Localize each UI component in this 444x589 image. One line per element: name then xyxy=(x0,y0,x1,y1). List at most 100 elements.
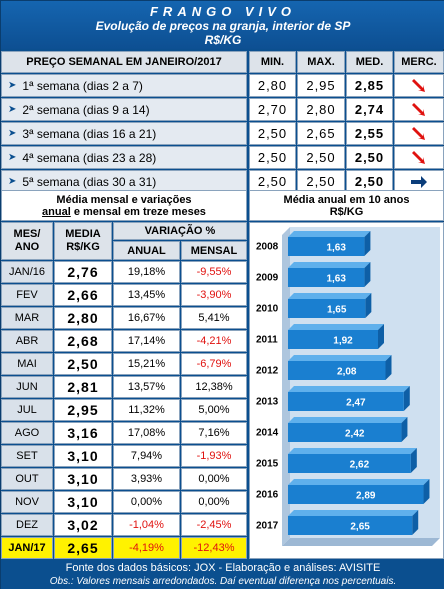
monthly-variation: -4,21% xyxy=(181,330,247,352)
footer-note: Obs.: Valores mensais arredondados. Daí … xyxy=(49,576,397,587)
row-arrow-icon: ➤ xyxy=(8,176,17,187)
monthly-variation: -12,43% xyxy=(181,537,247,559)
annual-variation: -4,19% xyxy=(113,537,180,559)
month-label: MAR xyxy=(1,307,53,329)
weekly-med: 2,74 xyxy=(346,98,393,121)
col-max-header: MAX. xyxy=(297,51,345,73)
market-trend xyxy=(394,98,444,121)
annual-chart-svg: 1,63 2008 1,63 2009 1,65 2010 1,92 2011 2,08 2012… xyxy=(256,227,440,546)
weekly-row-text: 5ª semana (dias 30 a 31) xyxy=(22,174,157,189)
annual-variation: 13,45% xyxy=(113,284,180,306)
weekly-row-text: 4ª semana (dias 23 a 28) xyxy=(22,150,157,165)
annual-heading: Média anual em 10 anos R$/KG xyxy=(249,190,444,221)
annual-heading-unit: R$/KG xyxy=(329,205,364,218)
weekly-row-label[interactable]: ➤ 2ª semana (dias 9 a 14) xyxy=(1,98,247,121)
annual-variation: 7,94% xyxy=(113,445,180,467)
trend-down-icon xyxy=(412,150,425,164)
bar-side xyxy=(423,479,430,504)
bar-top xyxy=(288,293,372,299)
footer-source: Fonte dos dados básicos: JOX - Elaboraçã… xyxy=(65,562,381,574)
monthly-variation: -9,55% xyxy=(181,261,247,283)
bar-side xyxy=(410,448,417,473)
bar xyxy=(288,392,404,411)
bar xyxy=(288,361,386,380)
col-month-header: MES/ ANO xyxy=(1,222,53,260)
bar-value-label: 2,62 xyxy=(350,460,370,471)
monthly-variation: 0,00% xyxy=(181,468,247,490)
market-trend xyxy=(394,122,444,145)
bar-top xyxy=(288,417,408,423)
bar xyxy=(288,423,402,442)
trend-down-icon xyxy=(412,102,425,116)
annual-variation: 17,14% xyxy=(113,330,180,352)
market-trend xyxy=(394,146,444,169)
bar-value-label: 1,63 xyxy=(326,243,346,254)
bar-value-label: 2,65 xyxy=(350,522,370,533)
footer: Fonte dos dados básicos: JOX - Elaboraçã… xyxy=(1,559,444,589)
month-label: SET xyxy=(1,445,53,467)
month-label: JUN xyxy=(1,376,53,398)
bar-top xyxy=(288,324,384,330)
annual-variation: 15,21% xyxy=(113,353,180,375)
weekly-med: 2,85 xyxy=(346,74,393,97)
bar-value-label: 2,89 xyxy=(356,491,376,502)
chart-floor xyxy=(282,538,440,546)
month-average: 2,80 xyxy=(54,307,112,329)
monthly-heading-part2: e mensal em treze meses xyxy=(73,205,206,218)
row-arrow-icon: ➤ xyxy=(8,104,17,115)
bar-side xyxy=(412,510,419,535)
row-arrow-icon: ➤ xyxy=(8,128,17,139)
trend-down-icon xyxy=(412,78,425,92)
monthly-variation: -3,90% xyxy=(181,284,247,306)
weekly-med: 2,50 xyxy=(346,146,393,169)
bar-side xyxy=(364,231,371,256)
month-average: 3,10 xyxy=(54,468,112,490)
year-tick-label: 2016 xyxy=(256,490,279,501)
bar xyxy=(288,454,411,473)
annual-variation: 13,57% xyxy=(113,376,180,398)
month-label: FEV xyxy=(1,284,53,306)
monthly-variation: -6,79% xyxy=(181,353,247,375)
bar-top xyxy=(288,448,417,454)
month-average: 2,76 xyxy=(54,261,112,283)
annual-heading-text: Média anual em 10 anos xyxy=(283,193,410,206)
monthly-variation: 5,41% xyxy=(181,307,247,329)
bar-value-label: 2,42 xyxy=(345,429,365,440)
col-variacao-header: VARIAÇÃO % xyxy=(113,222,247,240)
col-med-header: MED. xyxy=(346,51,393,73)
month-average: 2,50 xyxy=(54,353,112,375)
monthly-variation: -2,45% xyxy=(181,514,247,536)
weekly-max: 2,80 xyxy=(297,98,345,121)
bar-side xyxy=(403,386,410,411)
weekly-row-label[interactable]: ➤ 3ª semana (dias 16 a 21) xyxy=(1,122,247,145)
monthly-variation: 12,38% xyxy=(181,376,247,398)
month-label: JAN/17 xyxy=(1,537,53,559)
title-bar: FRANGO VIVO Evolução de preços na granja… xyxy=(1,1,444,49)
monthly-heading-underlined: anual xyxy=(42,205,71,218)
weekly-med: 2,55 xyxy=(346,122,393,145)
bar-value-label: 2,08 xyxy=(337,367,357,378)
year-tick-label: 2010 xyxy=(256,304,279,315)
year-tick-label: 2012 xyxy=(256,366,279,377)
weekly-row-label[interactable]: ➤ 1ª semana (dias 2 a 7) xyxy=(1,74,247,97)
month-average: 3,02 xyxy=(54,514,112,536)
weekly-row-label[interactable]: ➤ 4ª semana (dias 23 a 28) xyxy=(1,146,247,169)
monthly-heading-part1: Média mensal e variações xyxy=(56,193,192,206)
weekly-min: 2,50 xyxy=(249,122,296,145)
month-average: 2,66 xyxy=(54,284,112,306)
year-tick-label: 2014 xyxy=(256,428,279,439)
bar-value-label: 1,65 xyxy=(327,305,347,316)
page-title: FRANGO VIVO xyxy=(149,4,296,19)
month-label: NOV xyxy=(1,491,53,513)
weekly-min: 2,50 xyxy=(249,170,296,193)
col-media-header: MEDIA R$/KG xyxy=(54,222,112,260)
monthly-variation: 0,00% xyxy=(181,491,247,513)
bar-side xyxy=(364,262,371,287)
weekly-row-text: 3ª semana (dias 16 a 21) xyxy=(22,126,157,141)
month-average: 3,16 xyxy=(54,422,112,444)
annual-chart: 1,63 2008 1,63 2009 1,65 2010 1,92 2011 2,08 2012… xyxy=(249,222,444,559)
year-tick-label: 2015 xyxy=(256,459,279,470)
year-tick-label: 2009 xyxy=(256,273,279,284)
page-unit: R$/KG xyxy=(204,33,242,47)
month-average: 3,10 xyxy=(54,491,112,513)
